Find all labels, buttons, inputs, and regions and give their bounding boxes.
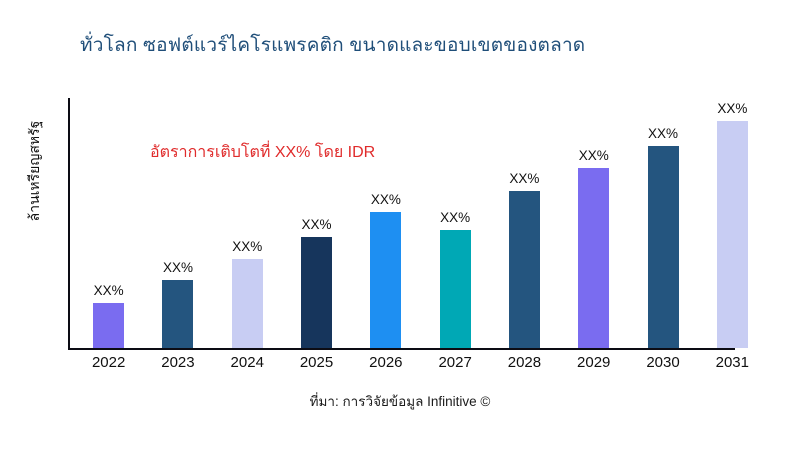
bar-value-label-2029: XX% — [578, 148, 609, 164]
bar-column-2023: XX% — [143, 98, 212, 348]
chart-title: ทั่วโลก ซอฟต์แวร์ไคโรแพรคติก ขนาดและขอบเ… — [80, 35, 586, 56]
bar-value-label-2030: XX% — [648, 125, 679, 141]
x-tick-2023: 2023 — [161, 354, 195, 371]
bar-column-2027: XX% — [420, 98, 489, 348]
x-tick-2029: 2029 — [577, 354, 611, 371]
x-axis-tick-labels: 2022 2023 2024 2025 2026 2027 2028 2029 2030 2031 — [68, 354, 773, 371]
bar-value-label-2028: XX% — [509, 171, 540, 187]
x-tick-2022: 2022 — [91, 354, 126, 371]
bar-value-label-2031: XX% — [717, 100, 748, 116]
x-axis-line — [68, 348, 735, 350]
bar-2025 — [301, 236, 333, 348]
bar-column-2031: XX% — [698, 98, 767, 348]
bar-value-label-2025: XX% — [301, 216, 332, 232]
bar-2031 — [716, 120, 748, 348]
bar-2028 — [508, 191, 540, 348]
bar-2030 — [647, 145, 679, 348]
x-tick-2026: 2026 — [369, 354, 403, 371]
bar-column-2022: XX% — [74, 98, 143, 348]
bar-column-2026: XX% — [351, 98, 420, 348]
bar-value-label-2026: XX% — [370, 191, 401, 207]
bar-column-2024: XX% — [213, 98, 282, 348]
growth-rate-annotation: อัตราการเติบโตที่ XX% โดย IDR — [150, 144, 376, 161]
bar-2027 — [439, 229, 471, 348]
bar-2023 — [162, 279, 194, 348]
x-tick-2030: 2030 — [646, 354, 680, 371]
bar-2029 — [578, 168, 610, 348]
x-tick-2028: 2028 — [507, 354, 542, 371]
bar-value-label-2024: XX% — [232, 239, 263, 255]
x-tick-2025: 2025 — [299, 354, 334, 371]
x-tick-2027: 2027 — [438, 354, 472, 371]
bar-column-2030: XX% — [628, 98, 697, 348]
bar-2024 — [231, 259, 263, 348]
y-axis-line — [68, 98, 70, 350]
y-axis-label: ล้านเหรียญสหรัฐ — [26, 120, 42, 222]
bars-container: XX% XX% XX% XX% XX% XX% XX% XX% XX% XX% — [68, 98, 773, 348]
bar-value-label-2022: XX% — [93, 282, 124, 298]
bar-value-label-2023: XX% — [162, 259, 193, 275]
bar-2026 — [370, 211, 402, 348]
bar-column-2028: XX% — [490, 98, 559, 348]
source-text: ที่มา: การวิจัยข้อมูล Infinitive © — [309, 394, 491, 409]
x-tick-2024: 2024 — [230, 354, 264, 371]
bar-column-2025: XX% — [282, 98, 351, 348]
x-tick-2031: 2031 — [715, 354, 749, 371]
plot-area: อัตราการเติบโตที่ XX% โดย IDR XX% XX% XX% X… — [68, 98, 773, 350]
bar-2022 — [93, 302, 125, 348]
bar-column-2029: XX% — [559, 98, 628, 348]
bar-value-label-2027: XX% — [440, 209, 471, 225]
